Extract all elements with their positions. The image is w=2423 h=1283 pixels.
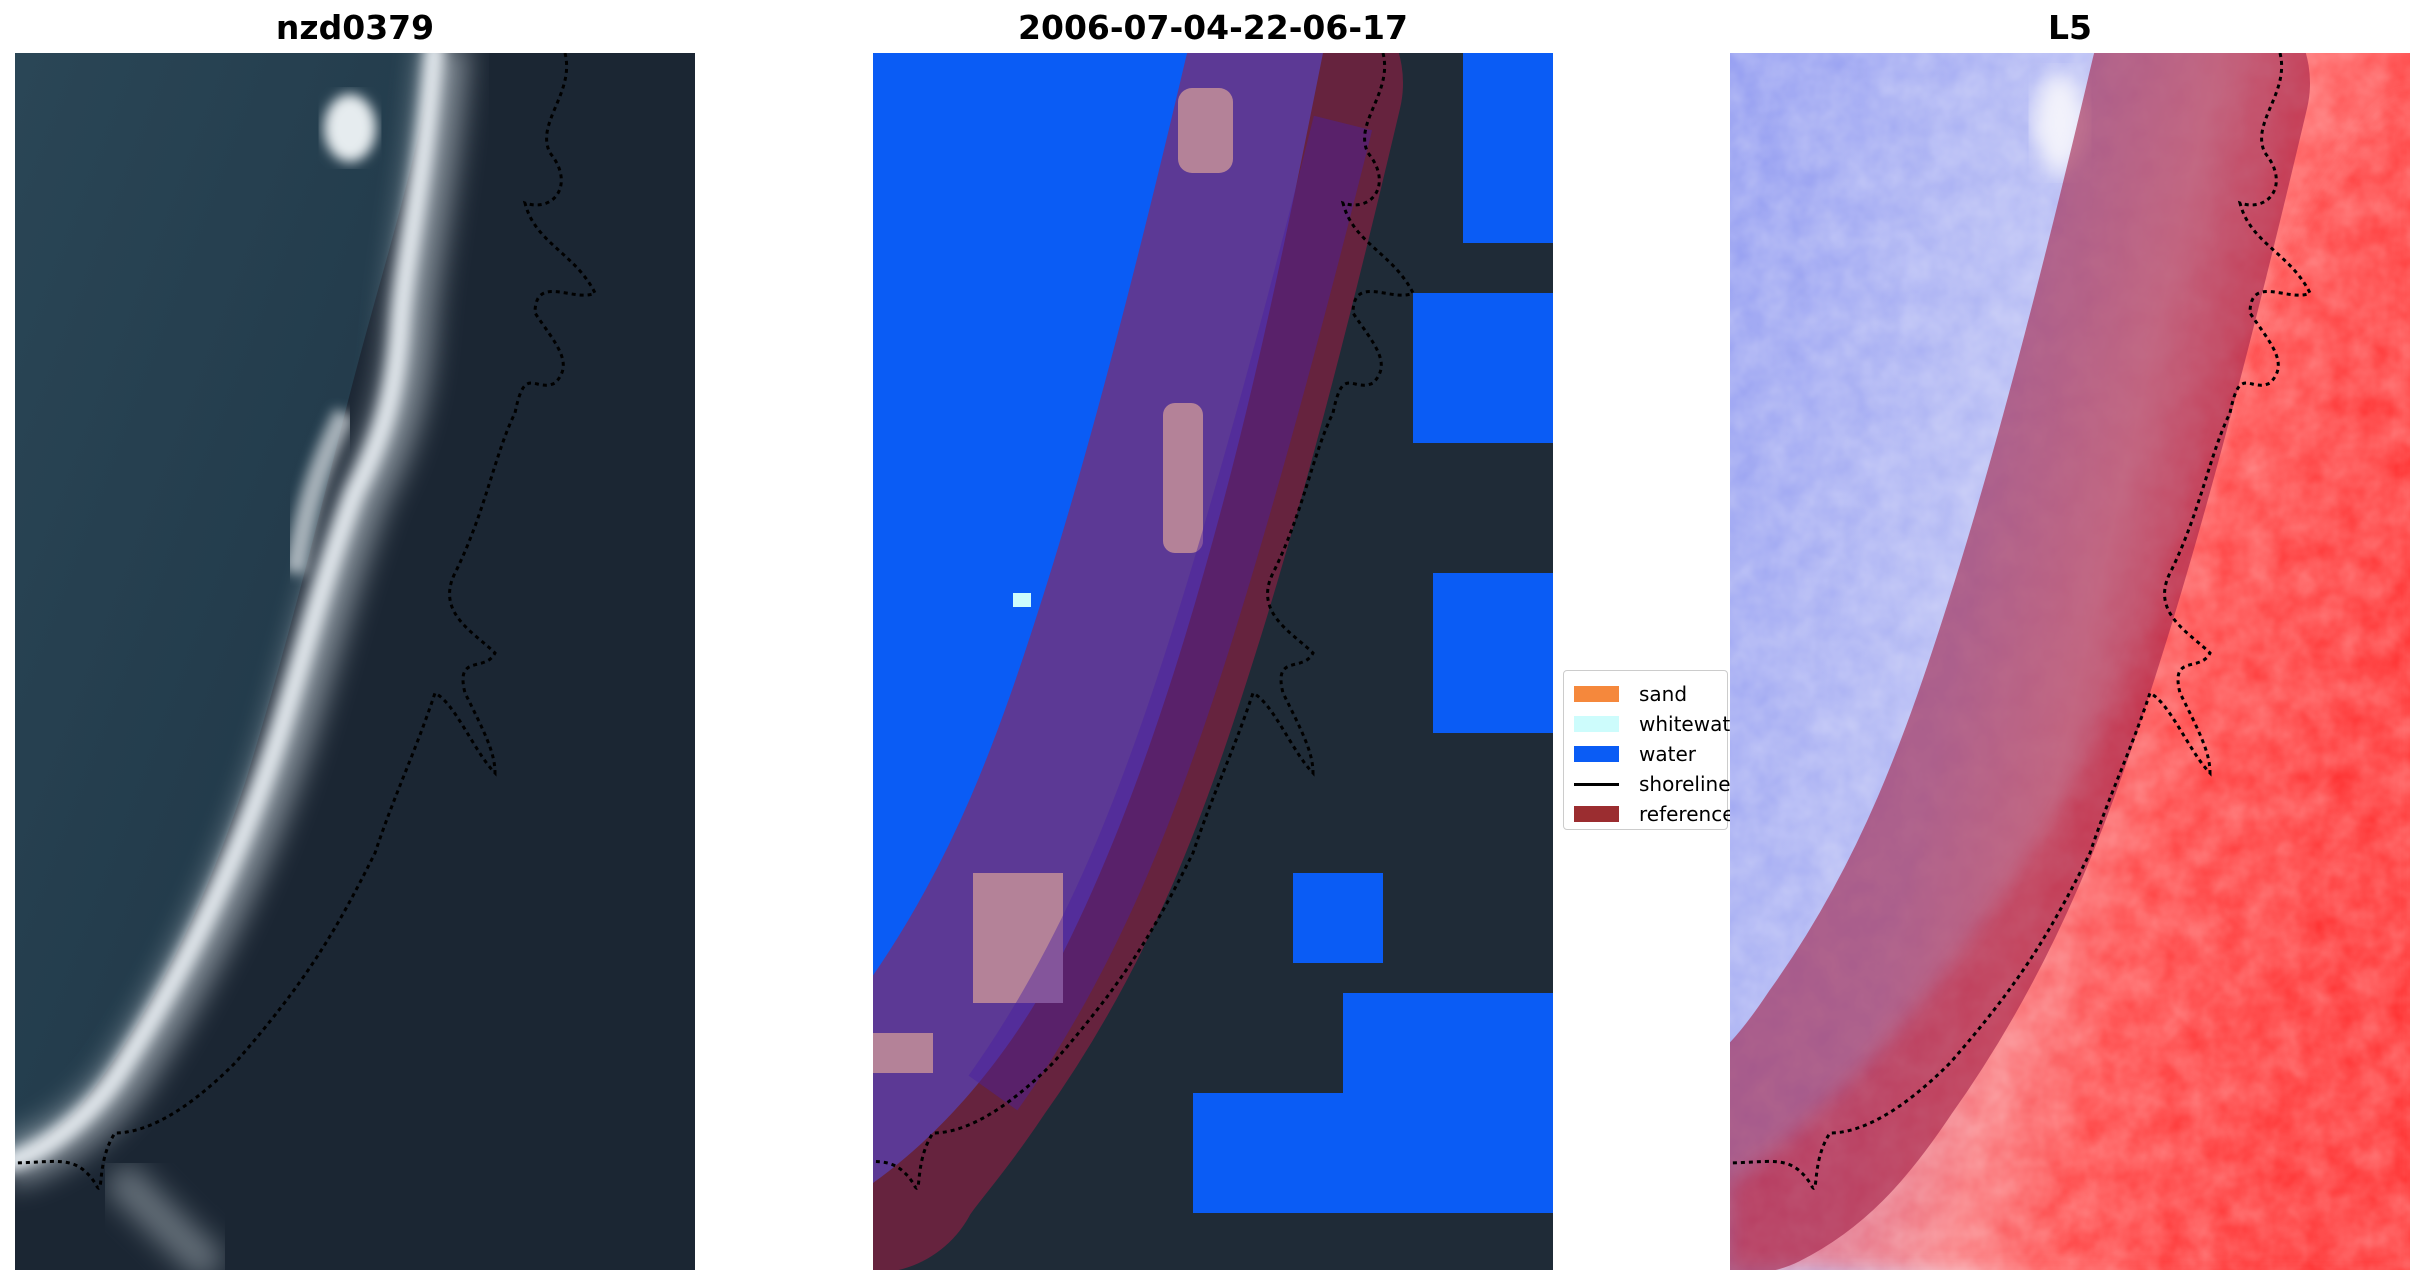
legend-label: water xyxy=(1639,742,1696,766)
reference-buffer xyxy=(873,53,1403,1270)
water-swatch xyxy=(1574,746,1619,762)
sand-swatch xyxy=(1574,686,1619,702)
legend-label: reference xyxy=(1639,802,1735,826)
classified-band xyxy=(968,115,1373,1111)
classification-panel xyxy=(873,53,1553,1270)
panel-title-1: nzd0379 xyxy=(275,8,435,47)
surf-band-branch xyxy=(284,408,355,575)
legend-label: sand xyxy=(1639,682,1688,706)
legend-item-sand: sand xyxy=(1564,679,1727,709)
legend-item-whitewater: whitewater xyxy=(1564,709,1751,739)
index-map-image xyxy=(1730,53,2410,1270)
legend-item-shoreline: shoreline xyxy=(1564,769,1731,799)
panel-title-3: L5 xyxy=(2048,8,2092,47)
water-patch xyxy=(1433,573,1553,733)
water-patch xyxy=(1463,53,1553,243)
classification-image xyxy=(873,53,1553,1270)
water-patch xyxy=(1293,873,1383,963)
index-map-panel xyxy=(1730,53,2410,1270)
rgb-image xyxy=(15,53,695,1270)
legend-label: shoreline xyxy=(1639,772,1731,796)
bottom-surf xyxy=(102,1160,228,1270)
whitewater-patch xyxy=(324,94,376,162)
rgb-image-panel xyxy=(15,53,695,1270)
whitewater-patch xyxy=(1013,593,1031,607)
shoreline-trace xyxy=(873,53,1416,1190)
whitewater-swatch xyxy=(1574,716,1619,732)
reference-buffer xyxy=(1730,53,2310,1270)
ocean-area xyxy=(15,53,435,1163)
panel-title-2: 2006-07-04-22-06-17 xyxy=(1018,8,1408,47)
water-patch xyxy=(1413,293,1553,443)
legend-item-water: water xyxy=(1564,739,1727,769)
shoreline-line-swatch xyxy=(1574,782,1619,786)
shoreline-trace xyxy=(1730,53,2313,1190)
shoreline-trace xyxy=(15,53,598,1190)
surf-band xyxy=(15,53,445,1171)
water-patch xyxy=(1193,1093,1393,1213)
reference-swatch xyxy=(1574,806,1619,822)
legend: sand whitewater water shoreline referenc… xyxy=(1563,670,1751,830)
legend-item-reference: reference xyxy=(1564,799,1735,829)
